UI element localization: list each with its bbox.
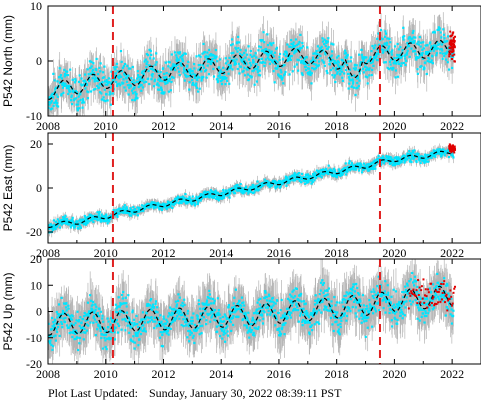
panel-east: 2008 2010 2012 2014 2016 2018 2020 2022 -20 0 20 P5… bbox=[1, 132, 481, 260]
east-xtick-label: 2008 bbox=[36, 246, 60, 260]
north-xtick-label: 2016 bbox=[267, 119, 291, 133]
panels: 2008 2010 2012 2014 2016 2018 2020 2022-10010P5… bbox=[1, 0, 481, 381]
north-xtick-label: 2018 bbox=[325, 119, 349, 133]
up-xtick-label: 2010 bbox=[94, 367, 118, 381]
up-recent-points bbox=[407, 278, 457, 312]
up-ytick-label: -10 bbox=[26, 331, 42, 345]
up-xtick-label: 2018 bbox=[325, 367, 349, 381]
up-ytick-label: 10 bbox=[30, 278, 42, 292]
up-xtick-label: 2022 bbox=[440, 367, 464, 381]
panel-up: 2008 2010 2012 2014 2016 2018 2020 2022 -20 -10 0 1… bbox=[1, 252, 481, 381]
up-xtick-label: 2008 bbox=[36, 367, 60, 381]
up-ytick-label: 20 bbox=[30, 252, 42, 266]
up-ytick-label: 0 bbox=[36, 305, 42, 319]
east-xtick-label: 2020 bbox=[382, 246, 406, 260]
north-recent-points bbox=[448, 30, 457, 63]
up-xtick-label: 2012 bbox=[151, 367, 175, 381]
east-model-fit bbox=[48, 150, 454, 229]
east-recent-points bbox=[448, 143, 457, 154]
up-ylabel: P542 Up (mm) bbox=[1, 272, 15, 350]
north-ylabel: P542 North (mm) bbox=[1, 15, 15, 107]
updated-label: Plot Last Updated: bbox=[48, 386, 138, 400]
north-ytick-label: 10 bbox=[30, 0, 42, 13]
east-ytick-label: -20 bbox=[26, 225, 42, 239]
east-xtick-label: 2018 bbox=[325, 246, 349, 260]
panel-north: 2008 2010 2012 2014 2016 2018 2020 2022 -10 0 10 P5… bbox=[1, 0, 481, 133]
north-xtick-label: 2010 bbox=[94, 119, 118, 133]
up-xtick-label: 2014 bbox=[209, 367, 233, 381]
east-xtick-label: 2014 bbox=[209, 246, 233, 260]
north-xtick-label: 2020 bbox=[382, 119, 406, 133]
plot-updated-footer: Plot Last Updated: Sunday, January 30, 2… bbox=[48, 386, 349, 401]
east-xtick-label: 2012 bbox=[151, 246, 175, 260]
east-xtick-label: 2010 bbox=[94, 246, 118, 260]
up-data-layer bbox=[48, 259, 457, 364]
updated-timestamp: Sunday, January 30, 2022 08:39:11 PST bbox=[149, 386, 342, 400]
north-ytick-label: 0 bbox=[36, 54, 42, 68]
east-observations bbox=[48, 148, 455, 234]
up-xtick-label: 2016 bbox=[267, 367, 291, 381]
north-observations bbox=[48, 26, 455, 112]
north-data-layer bbox=[48, 12, 457, 116]
north-xtick-label: 2012 bbox=[151, 119, 175, 133]
east-data-layer bbox=[48, 143, 457, 238]
east-xtick-label: 2022 bbox=[440, 246, 464, 260]
east-ylabel: P542 East (mm) bbox=[1, 145, 15, 232]
north-model-fit bbox=[48, 39, 454, 100]
up-ytick-label: -20 bbox=[26, 357, 42, 371]
north-xtick-label: 2014 bbox=[209, 119, 233, 133]
north-xtick-label: 2022 bbox=[440, 119, 464, 133]
north-xtick-label: 2008 bbox=[36, 119, 60, 133]
north-ytick-label: -10 bbox=[26, 109, 42, 123]
up-xtick-label: 2020 bbox=[382, 367, 406, 381]
east-xtick-label: 2016 bbox=[267, 246, 291, 260]
east-ytick-label: 20 bbox=[30, 137, 42, 151]
east-ytick-label: 0 bbox=[36, 181, 42, 195]
